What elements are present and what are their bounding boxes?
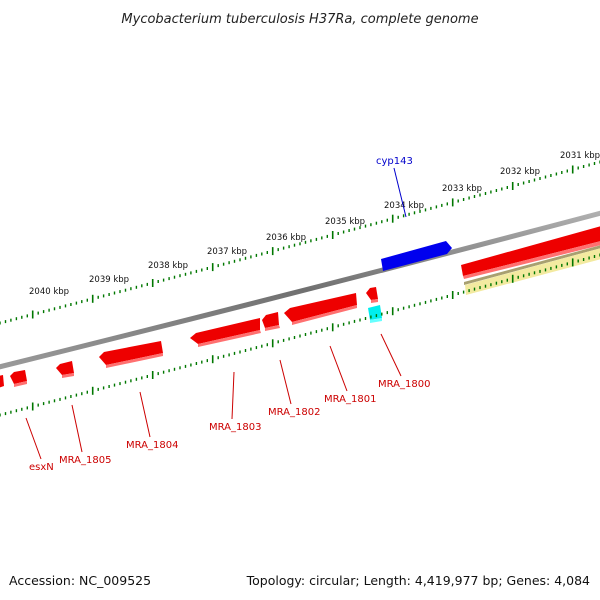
label-mra-1803: MRA_1803 — [209, 422, 261, 433]
label-mra-1801: MRA_1801 — [324, 394, 376, 405]
gene-mra-1805 — [56, 361, 74, 375]
gene-mra-1803 — [190, 318, 260, 344]
ruler-label: 2038 kbp — [148, 261, 188, 271]
inner-ruler — [0, 253, 600, 417]
gene-forward-right-shade — [463, 241, 600, 279]
label-esxn: esxN — [29, 462, 54, 473]
ruler-label: 2033 kbp — [442, 184, 482, 194]
forward-strand-features — [381, 226, 600, 279]
leader-mra-1800 — [380, 333, 402, 377]
outer-ruler — [0, 160, 600, 325]
map-title: Mycobacterium tuberculosis H37Ra, comple… — [121, 12, 478, 27]
outer-ruler-labels: 2031 kbp 2032 kbp 2033 kbp 2034 kbp 2035 kbp… — [29, 151, 600, 297]
gene-esxn — [10, 370, 27, 384]
leader-mra-1802 — [279, 359, 292, 405]
gene-left-edge — [0, 375, 4, 388]
gene-cyp143 — [381, 241, 452, 271]
label-mra-1805: MRA_1805 — [59, 455, 111, 466]
genome-backbone — [0, 210, 600, 370]
label-leader-lines — [25, 167, 407, 460]
label-mra-1800: MRA_1800 — [378, 379, 430, 390]
leader-mra-1803 — [231, 371, 235, 420]
accession-text: Accession: NC_009525 — [9, 573, 152, 588]
gene-mra-1800 — [366, 287, 378, 300]
gene-mra-1801 — [284, 293, 357, 322]
topology-text: Topology: circular; Length: 4,419,977 bp… — [246, 573, 590, 588]
gene-mra-1804 — [99, 341, 163, 365]
leader-esxn — [25, 417, 42, 460]
gene-mra-1802 — [262, 312, 279, 328]
label-mra-1804: MRA_1804 — [126, 440, 178, 451]
leader-mra-1801 — [329, 345, 348, 392]
gene-labels: cyp143 MRA_1800 MRA_1801 MRA_1802 MRA_18… — [29, 156, 430, 473]
ruler-label: 2039 kbp — [89, 275, 129, 285]
gene-forward-right — [461, 226, 600, 276]
ruler-label: 2034 kbp — [384, 201, 424, 211]
label-mra-1802: MRA_1802 — [268, 407, 320, 418]
other-feature-band — [464, 245, 600, 295]
ruler-label: 2031 kbp — [560, 151, 600, 161]
leader-mra-1804 — [139, 391, 151, 438]
leader-cyp143 — [393, 167, 407, 218]
ruler-label: 2032 kbp — [500, 167, 540, 177]
ruler-label: 2040 kbp — [29, 287, 69, 297]
label-cyp143: cyp143 — [376, 156, 413, 167]
ruler-label: 2036 kbp — [266, 233, 306, 243]
ruler-label: 2035 kbp — [325, 217, 365, 227]
reverse-strand-features — [0, 287, 382, 388]
rna-gene — [368, 305, 382, 320]
leader-mra-1805 — [71, 404, 83, 453]
ruler-label: 2037 kbp — [207, 247, 247, 257]
